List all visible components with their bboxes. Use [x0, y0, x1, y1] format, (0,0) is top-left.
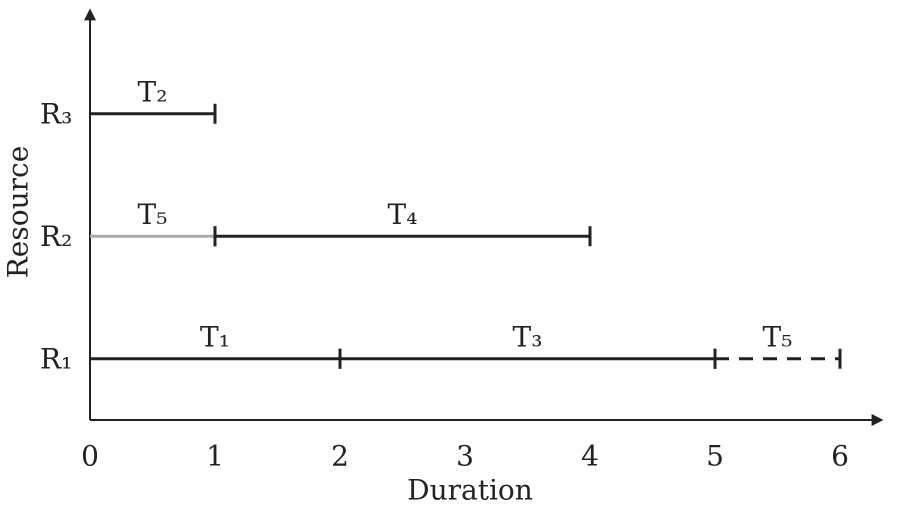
resource-label: R₁ [40, 342, 72, 375]
x-tick-label: 6 [831, 440, 849, 473]
task-label: T₁ [200, 320, 230, 353]
resource-label: R₃ [40, 97, 72, 130]
x-axis-label: Duration [407, 474, 533, 507]
task-label: T₄ [388, 198, 418, 231]
x-tick-label: 0 [81, 440, 99, 473]
x-tick-label: 2 [331, 440, 349, 473]
x-tick-label: 5 [706, 440, 724, 473]
task-label: T₅ [138, 198, 168, 231]
resource-label: R₂ [40, 220, 72, 253]
x-tick-label: 3 [456, 440, 474, 473]
task-label: T₂ [138, 75, 168, 108]
x-tick-label: 4 [581, 440, 599, 473]
y-axis-label: Resource [2, 146, 35, 279]
task-label: T₃ [513, 320, 543, 353]
x-tick-label: 1 [206, 440, 224, 473]
task-label: T₅ [763, 320, 793, 353]
